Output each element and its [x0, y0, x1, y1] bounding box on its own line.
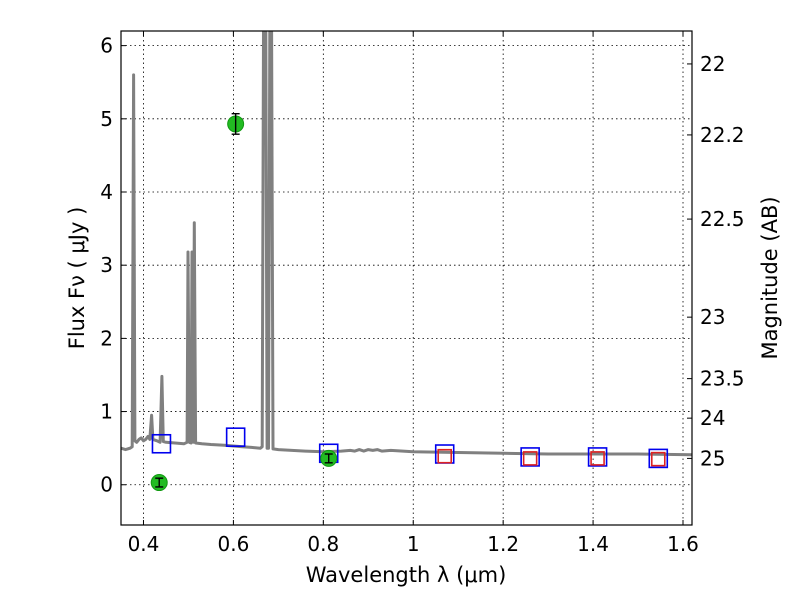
x-axis-label: Wavelength λ (μm) — [306, 563, 507, 587]
right-tick-label: 23.5 — [700, 367, 745, 391]
right-axis-label: Magnitude (AB) — [758, 196, 782, 359]
y-tick-label: 5 — [100, 107, 113, 131]
x-tick-label: 1.6 — [667, 532, 699, 556]
x-tick-label: 0.8 — [307, 532, 339, 556]
red-square-marker — [437, 448, 453, 464]
y-tick-label: 4 — [100, 180, 113, 204]
y-tick-label: 1 — [100, 400, 113, 424]
blue-square-marker — [225, 427, 246, 447]
right-tick-label: 22.5 — [700, 207, 745, 231]
x-tick-label: 1.2 — [487, 532, 519, 556]
right-tick-label: 25 — [700, 446, 725, 470]
right-tick-label: 24 — [700, 406, 725, 430]
red-square-marker — [522, 451, 538, 466]
right-tick-label: 22.2 — [700, 123, 745, 147]
right-tick-label: 22 — [700, 52, 725, 76]
y-tick-label: 3 — [100, 253, 113, 277]
x-tick-label: 0.4 — [128, 532, 160, 556]
plot-frame — [120, 30, 693, 526]
y-tick-label: 2 — [100, 326, 113, 350]
red-square-marker — [590, 451, 605, 466]
y-tick-label: 6 — [100, 34, 113, 58]
blue-square-marker — [587, 447, 608, 467]
blue-square-marker — [520, 447, 540, 467]
y-axis-label: Flux Fν ( μJy ) — [65, 207, 89, 350]
red-square-marker — [650, 451, 666, 467]
plot-series — [121, 31, 692, 492]
grid — [121, 31, 692, 525]
x-tick-label: 1 — [407, 532, 420, 556]
right-tick-label: 23 — [700, 305, 725, 329]
spectrum-line — [121, 31, 692, 457]
blue-square-marker — [151, 433, 172, 454]
axis-ticks: 0.4 0.6 0.8 1 1.2 1.4 1.601234562222.222.52323… — [100, 31, 745, 556]
x-tick-label: 0.6 — [217, 532, 249, 556]
x-tick-label: 1.4 — [577, 532, 609, 556]
blue-square-marker — [648, 448, 669, 469]
y-tick-label: 0 — [100, 473, 113, 497]
